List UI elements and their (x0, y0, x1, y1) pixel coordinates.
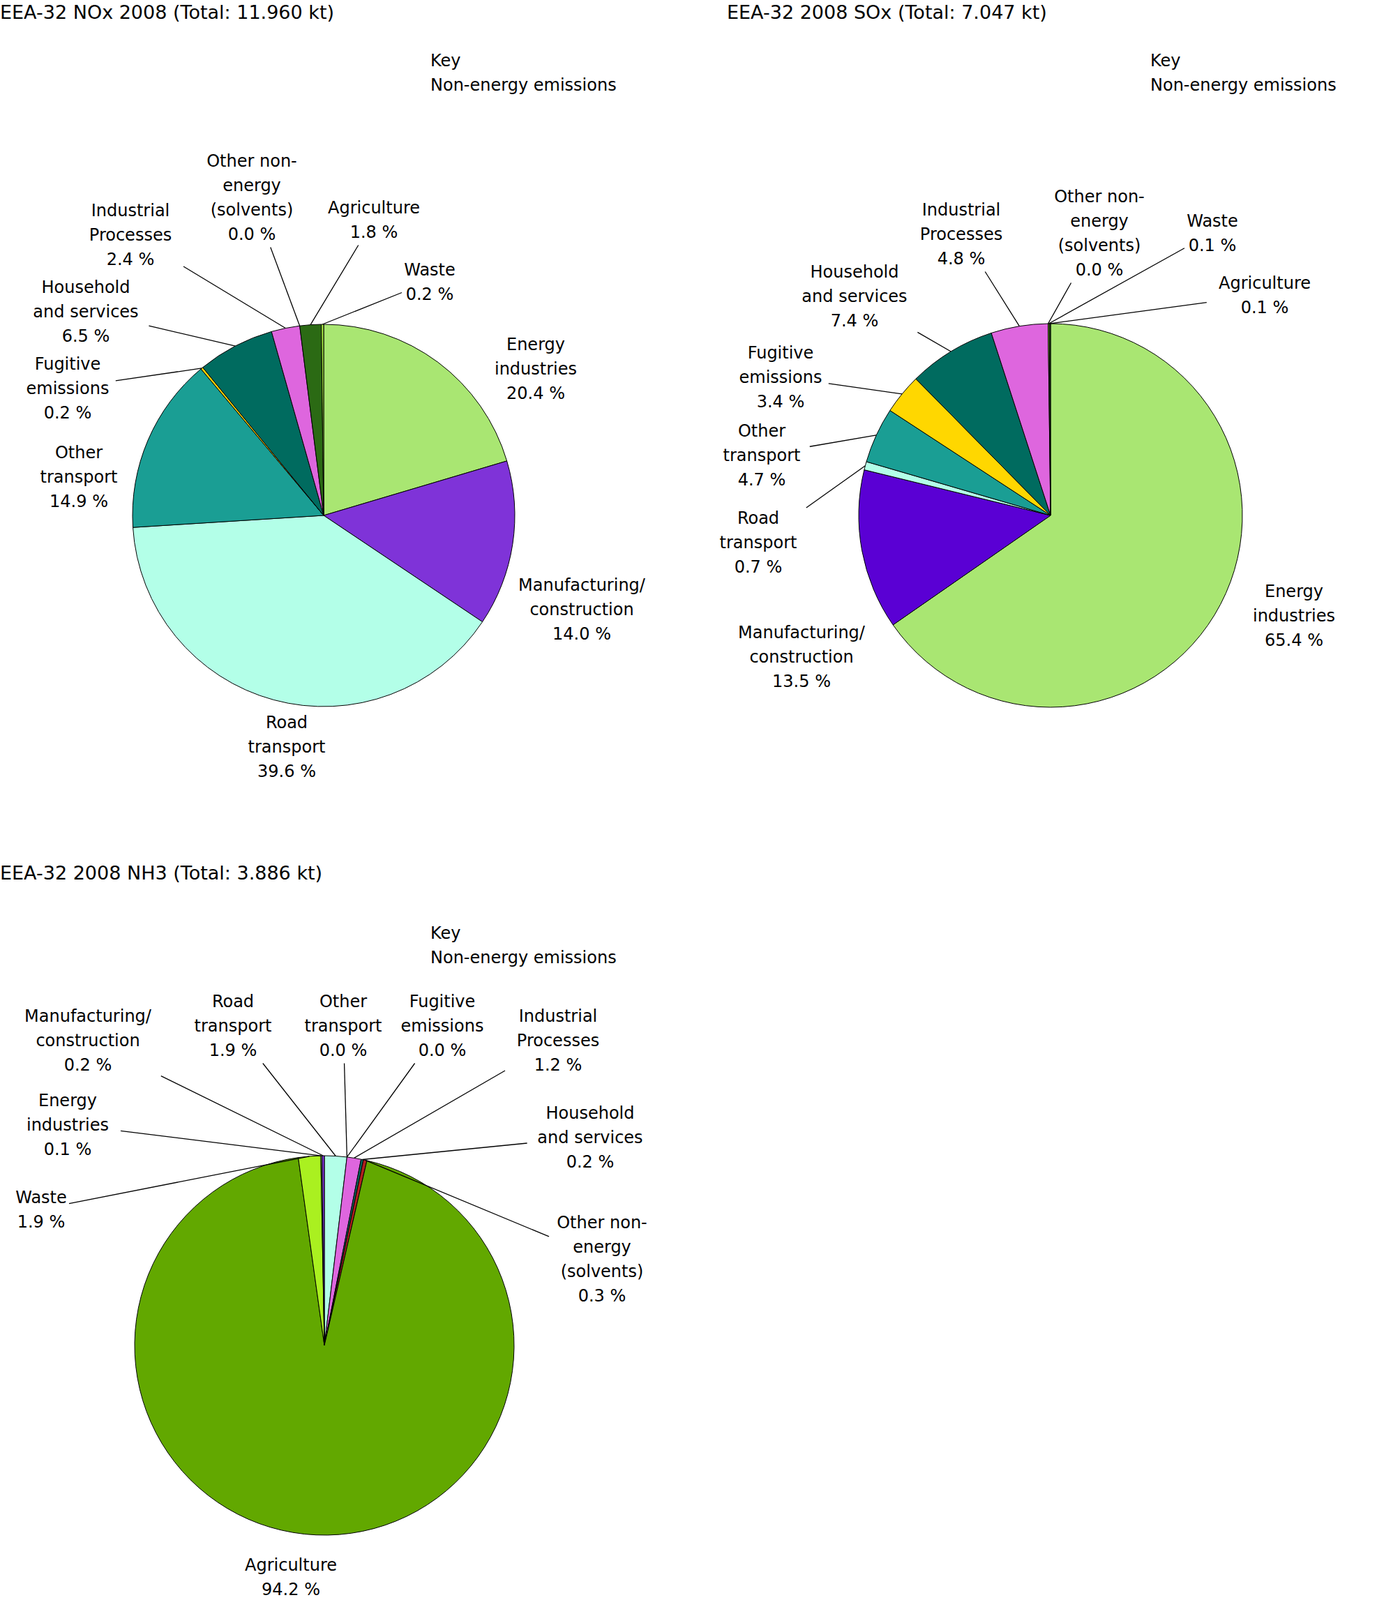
html-text:Key: Key (430, 923, 461, 944)
svg-text:Agriculture94.2 %: Agriculture94.2 % (244, 1555, 337, 1600)
svg-text:Other non-energy(solvents)0.0: Other non-energy(solvents)0.0 % (1054, 186, 1145, 280)
svg-text:Roadtransport0.7 %: Roadtransport0.7 % (719, 508, 798, 577)
svg-text:Manufacturing/construction14.0: Manufacturing/construction14.0 % (518, 575, 646, 644)
svg-text:Energyindustries65.4 %: Energyindustries65.4 % (1252, 581, 1336, 651)
svg-text:Roadtransport1.9 %: Roadtransport1.9 % (194, 991, 273, 1061)
svg-text:Energyindustries20.4 %: Energyindustries20.4 % (494, 334, 577, 404)
svg-text:Agriculture1.8 %: Agriculture1.8 % (327, 198, 420, 243)
svg-text:Other non-energy(solvents)0.3: Other non-energy(solvents)0.3 % (556, 1213, 648, 1306)
svg-text:Householdand services0.2 %: Householdand services0.2 % (537, 1103, 643, 1172)
html-text:Key: Key (430, 50, 461, 71)
svg-text:Othertransport14.9 %: Othertransport14.9 % (40, 442, 118, 512)
svg-text:IndustrialProcesses2.4 %: IndustrialProcesses2.4 % (89, 200, 172, 270)
svg-text:Roadtransport39.6 %: Roadtransport39.6 % (248, 712, 326, 782)
svg-text:Waste0.1 %: Waste0.1 % (1186, 211, 1239, 256)
svg-text:Manufacturing/construction13.5: Manufacturing/construction13.5 % (738, 622, 866, 692)
html-text:Non-energy emissions: Non-energy emissions (430, 947, 617, 968)
svg-text:Householdand services7.4 %: Householdand services7.4 % (801, 262, 907, 331)
svg-text:Agriculture0.1 %: Agriculture0.1 % (1218, 273, 1311, 318)
svg-text:Manufacturing/construction0.2: Manufacturing/construction0.2 % (24, 1006, 153, 1075)
html-text:Key: Key (1150, 50, 1181, 71)
html-text:EEA-32 2008 NH3 (Total: 3.886: EEA-32 2008 NH3 (Total: 3.886 kt) (0, 862, 323, 884)
html-text:Non-energy emissions: Non-energy emissions (430, 75, 617, 95)
svg-text:Energyindustries0.1 %: Energyindustries0.1 % (26, 1090, 109, 1160)
svg-text:Other non-energy(solvents)0.0: Other non-energy(solvents)0.0 % (206, 151, 298, 245)
svg-text:Othertransport4.7 %: Othertransport4.7 % (723, 421, 801, 490)
svg-text:Fugitiveemissions0.2 %: Fugitiveemissions0.2 % (26, 354, 110, 423)
html-text:EEA-32 NOx 2008 (Total: 11.960: EEA-32 NOx 2008 (Total: 11.960 kt) (0, 1, 335, 24)
svg-text:Waste0.2 %: Waste0.2 % (403, 260, 456, 305)
svg-text:Fugitiveemissions0.0 %: Fugitiveemissions0.0 % (401, 991, 485, 1061)
svg-text:Othertransport0.0 %: Othertransport0.0 % (304, 991, 383, 1061)
html-text:EEA-32 2008 SOx (Total: 7.047: EEA-32 2008 SOx (Total: 7.047 kt) (726, 1, 1047, 24)
svg-text:Householdand services6.5 %: Householdand services6.5 % (32, 277, 139, 346)
svg-text:Waste1.9 %: Waste1.9 % (15, 1187, 67, 1232)
svg-text:IndustrialProcesses1.2 %: IndustrialProcesses1.2 % (516, 1006, 600, 1075)
html-text:Non-energy emissions: Non-energy emissions (1150, 75, 1337, 95)
svg-text:Fugitiveemissions3.4 %: Fugitiveemissions3.4 % (739, 343, 823, 412)
svg-text:IndustrialProcesses4.8 %: IndustrialProcesses4.8 % (920, 200, 1003, 269)
